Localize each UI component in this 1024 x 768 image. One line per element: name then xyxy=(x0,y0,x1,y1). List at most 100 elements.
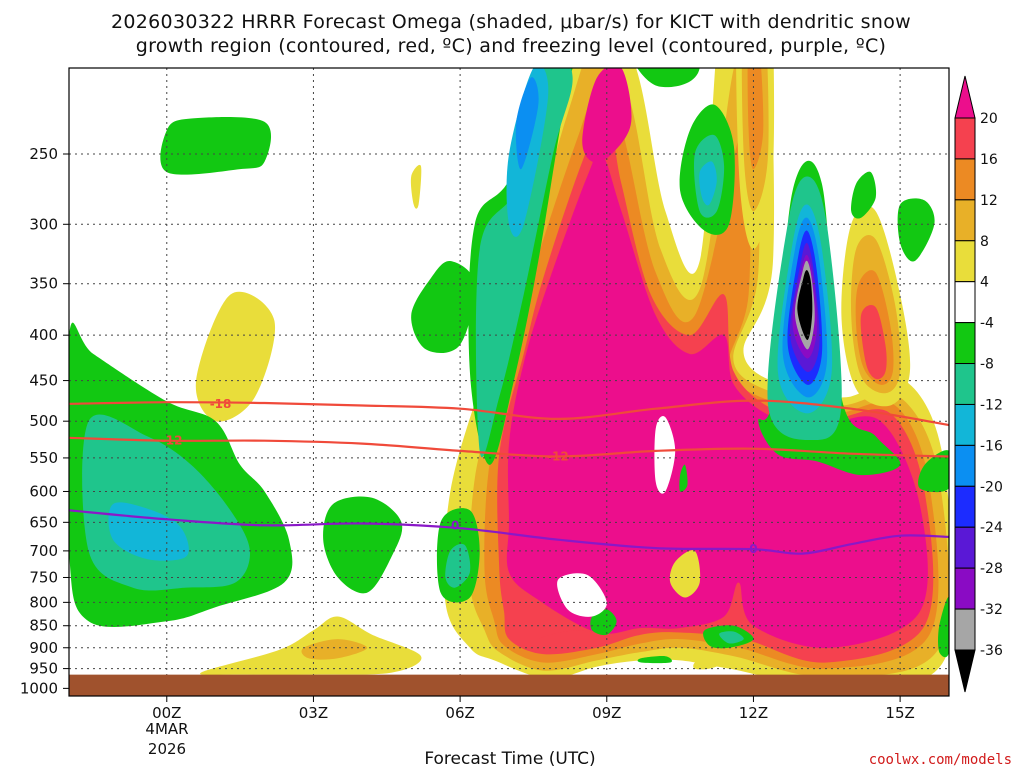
omega-shade-region xyxy=(747,68,764,170)
omega-shade-region xyxy=(693,658,725,670)
y-tick-label: 550 xyxy=(29,449,58,467)
omega-shade-region xyxy=(323,496,403,594)
plot-frame xyxy=(68,67,950,697)
colorbar-label: -12 xyxy=(980,397,1003,413)
credit-text: coolwx.com/models xyxy=(869,752,1012,768)
chart-title-line1: 2026030322 HRRR Forecast Omega (shaded, … xyxy=(111,11,911,33)
omega-shade-region xyxy=(506,152,928,649)
colorbar-box xyxy=(954,403,976,446)
omega-shade-region xyxy=(797,270,813,341)
omega-shade-region xyxy=(195,291,276,422)
y-tick-label: 350 xyxy=(29,275,58,293)
ground-below-surface xyxy=(69,674,949,696)
omega-shade-region xyxy=(637,68,700,88)
temperature-contours: -18 -12 -12 0 0 xyxy=(69,397,949,556)
colorbar-box xyxy=(954,199,976,242)
plot-area: -18 -12 -12 0 0 xyxy=(69,68,949,696)
colorbar-label: -4 xyxy=(980,316,994,332)
omega-shade-region xyxy=(860,305,887,380)
x-tick-label: 00Z xyxy=(152,704,181,722)
colorbar-label: -24 xyxy=(980,520,1003,536)
y-tick-label: 1000 xyxy=(20,679,58,697)
y-tick-label: 450 xyxy=(29,372,58,390)
y-axis-ticks: 250 300 350 400 450 500 550 600 650 700 750 800 850 9… xyxy=(20,145,69,697)
contour-label: -12 xyxy=(547,450,569,464)
omega-shade-region xyxy=(637,656,672,664)
colorbar-label: 20 xyxy=(980,111,998,127)
colorbar-label: 8 xyxy=(980,234,989,250)
omega-shade-region xyxy=(475,68,573,458)
colorbar-label: 12 xyxy=(980,193,998,209)
colorbar-box xyxy=(954,281,976,324)
colorbar-box xyxy=(954,158,976,201)
omega-shade-region xyxy=(719,631,744,644)
omega-shade-region xyxy=(679,464,688,492)
y-tick-label: 800 xyxy=(29,593,58,611)
colorbar-box xyxy=(954,526,976,569)
omega-neutral-region xyxy=(654,416,676,494)
y-tick-label: 500 xyxy=(29,412,58,430)
x-date-line-1: 4MAR xyxy=(145,720,188,738)
contour-line--18 xyxy=(69,399,949,427)
colorbar-label: -8 xyxy=(980,357,994,373)
omega-shade-region xyxy=(536,630,607,651)
x-tick-label: 15Z xyxy=(885,704,914,722)
omega-shade-region xyxy=(590,609,617,636)
y-tick-label: 950 xyxy=(29,660,58,678)
colorbar-label: 16 xyxy=(980,152,998,168)
colorbar-box xyxy=(954,444,976,487)
omega-shade-region xyxy=(918,450,949,493)
colorbar-box xyxy=(954,485,976,528)
y-tick-label: 400 xyxy=(29,326,58,344)
y-tick-label: 250 xyxy=(29,145,58,163)
y-tick-label: 600 xyxy=(29,482,58,500)
omega-shade-region xyxy=(515,77,539,170)
colorbar-box xyxy=(954,117,976,160)
colorbar-box xyxy=(954,363,976,405)
contour-label: 0 xyxy=(451,518,459,532)
colorbar-label: -16 xyxy=(980,438,1003,454)
omega-neutral-region xyxy=(557,573,607,617)
omega-shade-region xyxy=(301,639,368,660)
y-tick-label: 650 xyxy=(29,513,58,531)
omega-shade-region xyxy=(410,164,422,209)
omega-shade-region xyxy=(445,543,471,588)
omega-shade-region xyxy=(160,116,272,175)
x-axis-label: Forecast Time (UTC) xyxy=(424,749,595,768)
colorbar-box xyxy=(954,322,976,365)
colorbar-label: -20 xyxy=(980,479,1003,495)
colorbar-label: -28 xyxy=(980,561,1003,577)
omega-shade-region xyxy=(851,171,877,219)
y-tick-label: 750 xyxy=(29,568,58,586)
x-date-line-2: 2026 xyxy=(148,740,186,758)
chart-title-line2: growth region (contoured, red, ºC) and f… xyxy=(136,35,887,57)
colorbar-label: 4 xyxy=(980,275,989,291)
contour-line--12 xyxy=(69,436,949,458)
x-tick-label: 06Z xyxy=(445,704,474,722)
colorbar-box xyxy=(954,608,976,651)
contour-label: -12 xyxy=(161,434,183,448)
omega-shade-region xyxy=(699,161,717,206)
colorbar-triangle-top xyxy=(954,75,976,119)
colorbar-triangle-bottom xyxy=(954,649,976,693)
contour-line-0 xyxy=(69,509,949,555)
omega-shade-region xyxy=(669,550,701,598)
omega-shade-region xyxy=(938,597,949,658)
omega-shade-region xyxy=(582,68,632,163)
contour-label: 0 xyxy=(749,542,757,556)
y-tick-label: 900 xyxy=(29,639,58,657)
colorbar-label: -32 xyxy=(980,602,1003,618)
x-axis-ticks: 00Z 03Z 06Z 09Z 12Z 15Z xyxy=(152,696,915,722)
colorbar: 20 16 12 8 4 -4 -8 -12 -16 -20 -24 -28 -32 -36 xyxy=(954,75,1003,693)
y-tick-label: 700 xyxy=(29,542,58,560)
x-tick-label: 09Z xyxy=(592,704,621,722)
contour-label: -18 xyxy=(210,397,232,411)
colorbar-box xyxy=(954,567,976,610)
x-tick-label: 03Z xyxy=(299,704,328,722)
x-tick-label: 12Z xyxy=(739,704,768,722)
y-tick-label: 300 xyxy=(29,215,58,233)
colorbar-label: -36 xyxy=(980,643,1003,659)
omega-shade-region xyxy=(897,198,935,262)
colorbar-box xyxy=(954,240,976,283)
